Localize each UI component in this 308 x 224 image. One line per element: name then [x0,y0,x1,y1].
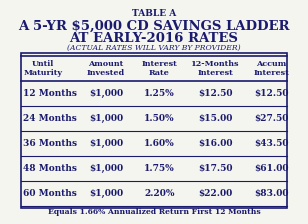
Text: 12-Months
Interest: 12-Months Interest [191,60,240,77]
Text: Equals 1.66% Annualized Return First 12 Months: Equals 1.66% Annualized Return First 12 … [48,208,260,216]
Text: $12.50: $12.50 [198,89,233,98]
Text: TABLE A: TABLE A [132,9,176,18]
Text: $16.00: $16.00 [198,139,233,148]
Text: Accum
Interest: Accum Interest [253,60,289,77]
Text: $1,000: $1,000 [89,164,123,173]
Text: 1.50%: 1.50% [144,114,175,123]
Text: Until
Maturity: Until Maturity [23,60,62,77]
Text: $22.00: $22.00 [198,189,233,198]
Text: 1.60%: 1.60% [144,139,175,148]
Text: 2.20%: 2.20% [144,189,175,198]
Text: $1,000: $1,000 [89,89,123,98]
Text: 36 Months: 36 Months [23,139,77,148]
Text: 1.25%: 1.25% [144,89,175,98]
Text: Interest
Rate: Interest Rate [141,60,177,77]
Text: $1,000: $1,000 [89,139,123,148]
Text: $43.50: $43.50 [254,139,289,148]
Text: AT EARLY-2016 RATES: AT EARLY-2016 RATES [70,32,238,45]
Text: $83.00: $83.00 [254,189,289,198]
Text: $15.00: $15.00 [198,114,233,123]
Text: 60 Months: 60 Months [23,189,77,198]
Text: 12 Months: 12 Months [23,89,77,98]
Text: 48 Months: 48 Months [23,164,77,173]
Text: $17.50: $17.50 [198,164,233,173]
Text: $61.00: $61.00 [254,164,289,173]
Text: (ACTUAL RATES WILL VARY BY PROVIDER): (ACTUAL RATES WILL VARY BY PROVIDER) [67,44,241,52]
Text: 1.75%: 1.75% [144,164,175,173]
Text: $1,000: $1,000 [89,189,123,198]
Text: $27.50: $27.50 [254,114,289,123]
Text: 24 Months: 24 Months [23,114,77,123]
Text: A 5-YR $5,000 CD SAVINGS LADDER: A 5-YR $5,000 CD SAVINGS LADDER [18,20,290,33]
Text: $12.50: $12.50 [254,89,289,98]
Text: Amount
Invested: Amount Invested [87,60,125,77]
Text: $1,000: $1,000 [89,114,123,123]
